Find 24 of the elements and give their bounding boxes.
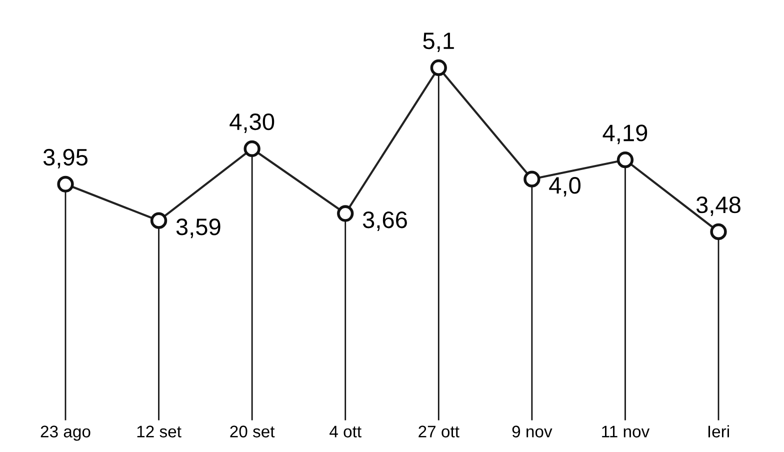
x-tick-label: Ieri (708, 425, 729, 438)
data-label: 3,66 (362, 211, 407, 231)
point (57, 176, 74, 192)
point (616, 152, 634, 168)
data-label: 5,1 (423, 32, 454, 52)
data-label: 3,95 (43, 148, 88, 168)
point (150, 212, 168, 229)
data-label: 4,19 (602, 124, 648, 144)
point (244, 140, 260, 158)
x-tick-label: 27 ott (418, 426, 460, 438)
x-tick-label: 12 set (137, 426, 182, 438)
x-tick-label: 9 nov (512, 426, 552, 438)
data-label: 4,30 (230, 113, 274, 133)
x-tick-label: 20 set (230, 426, 275, 438)
x-tick-label: 23 ago (40, 426, 90, 441)
point (524, 170, 540, 188)
data-label: 4,0 (549, 177, 580, 197)
point (337, 205, 354, 222)
x-tick-label: 11 nov (602, 426, 650, 438)
data-label: 3,59 (176, 218, 220, 238)
data-label: 3,48 (696, 196, 740, 216)
x-tick-label: 4 ott (330, 426, 362, 438)
point (710, 223, 727, 240)
point (430, 59, 447, 76)
